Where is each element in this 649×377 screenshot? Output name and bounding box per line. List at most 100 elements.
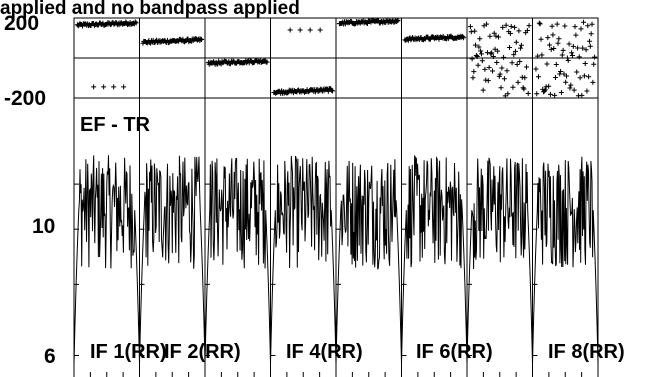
phase-point <box>492 46 498 52</box>
phase-point <box>199 37 205 43</box>
position-label: EF - TR <box>80 114 151 136</box>
phase-point <box>325 88 331 94</box>
phase-point <box>575 45 581 51</box>
phase-point <box>576 54 582 60</box>
phase-outlier <box>297 27 303 33</box>
phase-point <box>132 19 138 25</box>
phase-point <box>478 48 484 54</box>
phase-point <box>560 47 566 53</box>
ytick-phase-bottom: -200 <box>4 87 46 110</box>
phase-point <box>574 69 580 75</box>
phase-point <box>511 52 517 58</box>
phase-point <box>569 52 575 58</box>
phase-point <box>536 20 542 26</box>
phase-point <box>486 65 492 71</box>
phase-point <box>583 47 589 53</box>
phase-point <box>493 33 499 39</box>
phase-point <box>569 50 575 56</box>
phase-point <box>586 38 592 44</box>
phase-point <box>501 54 507 60</box>
phase-point <box>589 21 595 27</box>
axis-ticks <box>74 183 583 377</box>
phase-outlier <box>317 27 323 33</box>
amp-trace-7 <box>466 157 533 364</box>
phase-point <box>549 23 555 29</box>
phase-point <box>513 39 519 45</box>
if-label-2: IF 2(RR) <box>164 341 241 363</box>
if-label-6: IF 6(RR) <box>416 341 493 363</box>
phase-point <box>482 66 488 72</box>
phase-point <box>503 22 509 28</box>
phase-point <box>473 53 479 59</box>
phase-point <box>516 28 522 34</box>
phase-point <box>475 62 481 68</box>
amplitude-panel <box>73 98 599 377</box>
phase-point <box>518 42 524 48</box>
phase-point <box>547 42 553 48</box>
chart-title: applied and no bandpass applied <box>0 0 300 19</box>
phase-point <box>558 68 564 74</box>
phase-point <box>285 90 291 96</box>
phase-point <box>588 31 594 37</box>
phase-point <box>505 91 511 97</box>
phase-point <box>546 83 552 89</box>
phase-point <box>468 29 474 35</box>
phase-point <box>477 36 483 42</box>
phase-point <box>509 60 515 66</box>
phase-point <box>581 19 587 25</box>
phase-point <box>510 84 516 90</box>
phase-point <box>471 69 477 75</box>
ytick-phase-top: 200 <box>4 12 39 35</box>
phase-point <box>483 77 489 83</box>
phase-point <box>499 65 505 71</box>
phase-point <box>498 85 504 91</box>
phase-point <box>556 36 562 42</box>
phase-point <box>517 58 523 64</box>
phase-point <box>547 91 553 97</box>
if-label-8: IF 8(RR) <box>548 341 625 363</box>
phase-point <box>484 50 490 56</box>
phase-point <box>584 88 590 94</box>
phase-point <box>552 92 558 98</box>
phase-point <box>592 54 598 60</box>
phase-point <box>504 68 510 74</box>
phase-point <box>579 92 585 98</box>
phase-point <box>515 79 521 85</box>
phase-point <box>538 36 544 42</box>
phase-point <box>582 60 588 66</box>
phase-point <box>507 30 513 36</box>
phase-point <box>567 85 573 91</box>
phase-outlier <box>121 84 127 90</box>
phase-point <box>485 78 491 84</box>
phase-point <box>490 68 496 74</box>
phase-point <box>521 86 527 92</box>
phase-point <box>479 58 485 64</box>
phase-outlier <box>307 27 313 33</box>
phase-point <box>476 44 482 50</box>
phase-outlier <box>91 84 97 90</box>
phase-point <box>587 43 593 49</box>
phase-point <box>550 32 556 38</box>
phase-point <box>590 79 596 85</box>
phase-point <box>535 53 541 59</box>
phase-point <box>565 58 571 64</box>
phase-outlier <box>287 27 293 33</box>
phase-point <box>496 73 502 79</box>
phase-scatter <box>74 17 598 99</box>
phase-point <box>514 61 520 67</box>
phase-point <box>570 43 576 49</box>
phase-point <box>548 46 554 52</box>
phase-point <box>564 55 570 61</box>
phase-point <box>533 66 539 72</box>
phase-outlier <box>101 84 107 90</box>
phase-point <box>469 56 475 62</box>
phase-point <box>330 88 336 94</box>
if-label-1: IF 1(RR) <box>90 341 167 363</box>
phase-point <box>198 36 204 42</box>
phase-point <box>494 59 500 65</box>
phase-point <box>264 59 270 65</box>
phase-point <box>534 91 540 97</box>
phase-point <box>394 18 400 24</box>
phase-point <box>558 90 564 96</box>
